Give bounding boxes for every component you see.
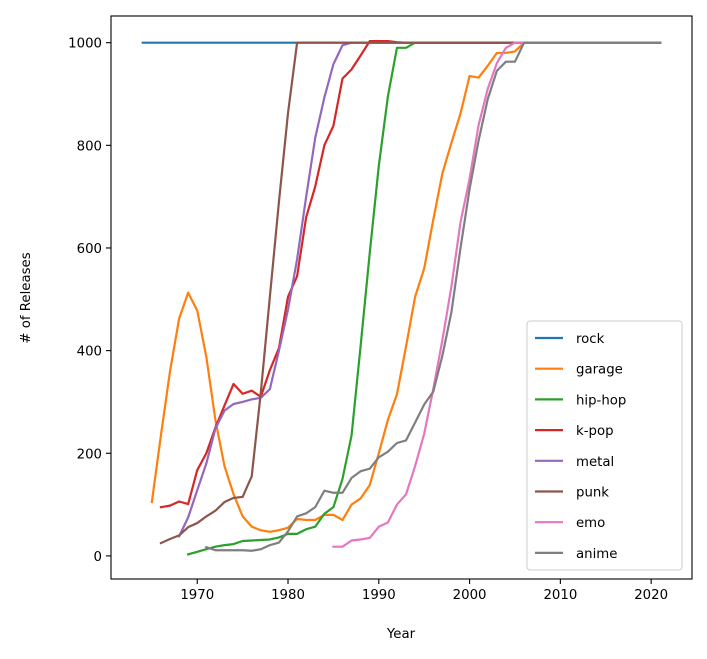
legend-items: rock garage hip-hop k-pop metal punk emo anime [535, 332, 626, 562]
series-layer [141, 40, 662, 556]
x-axis-label: Year [386, 627, 416, 642]
legend: rock garage hip-hop k-pop metal punk emo anime [526, 320, 683, 571]
series-line-hip-hop [186, 41, 662, 556]
y-tick-label: 0 [94, 550, 102, 565]
x-tick-label: 2010 [543, 588, 577, 603]
y-tick-label: 1000 [68, 37, 102, 52]
x-tick-label: 1980 [271, 588, 305, 603]
legend-label-emo: emo [576, 516, 605, 531]
legend-label-k-pop: k-pop [576, 424, 614, 439]
series-line-garage [150, 41, 662, 533]
x-tick-label: 2020 [634, 588, 668, 603]
legend-box [526, 320, 683, 571]
legend-label-garage: garage [576, 363, 623, 378]
series-line-k-pop [159, 40, 662, 509]
y-axis-label: # of Releases [19, 252, 34, 343]
legend-label-rock: rock [576, 332, 605, 347]
x-tick-label: 1970 [180, 588, 214, 603]
y-tick-label: 200 [77, 447, 102, 462]
series-line-metal [177, 41, 662, 538]
y-tick-label: 800 [77, 139, 102, 154]
series-line-punk [159, 41, 662, 545]
series-line-emo [332, 41, 662, 548]
legend-label-anime: anime [576, 547, 617, 562]
x-tick-label: 1990 [362, 588, 396, 603]
legend-label-metal: metal [576, 455, 614, 470]
series-line-anime [204, 41, 662, 552]
legend-label-hip-hop: hip-hop [576, 393, 626, 408]
x-tick-label: 2000 [453, 588, 487, 603]
y-tick-label: 400 [77, 345, 102, 360]
legend-label-punk: punk [576, 486, 609, 501]
y-axis-ticks: 0 200 400 600 800 1000 [68, 37, 111, 565]
y-tick-label: 600 [77, 242, 102, 257]
plot-frame [110, 15, 693, 580]
x-axis-ticks: 1970 1980 1990 2000 2010 2020 [180, 579, 668, 603]
